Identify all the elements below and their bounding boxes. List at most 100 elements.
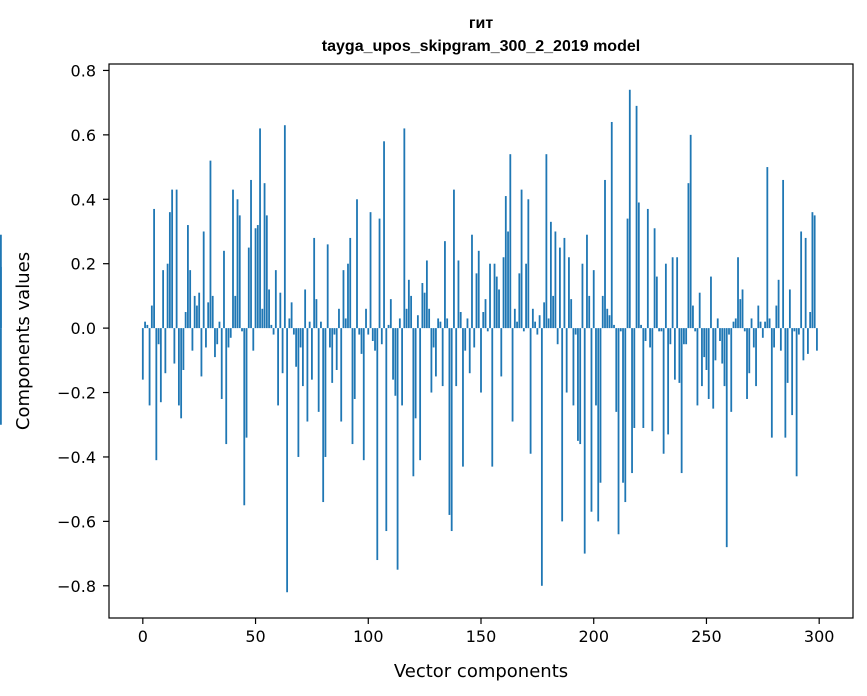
- bar: [295, 328, 298, 367]
- bar: [252, 328, 255, 351]
- bar: [191, 328, 194, 351]
- bar: [671, 257, 674, 329]
- bar: [755, 328, 757, 387]
- bar: [220, 328, 223, 399]
- bar: [351, 328, 354, 445]
- bar: [613, 324, 615, 329]
- bar: [238, 215, 241, 329]
- bar: [232, 189, 234, 329]
- bar: [432, 328, 435, 348]
- bar: [367, 328, 370, 335]
- bar: [180, 328, 183, 419]
- bar: [159, 328, 162, 403]
- bar: [236, 199, 239, 329]
- bar: [737, 257, 739, 329]
- bar: [471, 234, 473, 329]
- bar: [164, 328, 167, 374]
- bar: [146, 324, 149, 329]
- bar: [716, 318, 719, 329]
- bar: [694, 328, 697, 332]
- y-tick-label: −0.6: [57, 512, 96, 531]
- bar: [782, 179, 785, 329]
- bar: [430, 328, 433, 393]
- bar: [752, 328, 755, 348]
- x-tick-label: 150: [466, 627, 497, 646]
- x-tick-label: 50: [245, 627, 265, 646]
- bar: [428, 308, 431, 329]
- bar: [374, 328, 376, 351]
- bar: [166, 263, 169, 329]
- bar: [376, 328, 379, 561]
- bar: [703, 328, 706, 358]
- bar: [358, 328, 361, 335]
- bar: [531, 308, 534, 329]
- bar: [572, 328, 575, 406]
- bar: [701, 328, 703, 387]
- bar: [631, 328, 633, 474]
- bar: [644, 328, 647, 341]
- bar: [482, 312, 485, 329]
- bar: [680, 328, 683, 474]
- bar: [486, 328, 489, 332]
- bar: [793, 328, 796, 332]
- bar: [286, 328, 289, 593]
- x-axis-ticks: 0 50 100 150 200 250 300: [138, 618, 834, 646]
- bar: [705, 328, 708, 370]
- bar: [527, 199, 530, 329]
- bar: [281, 328, 284, 374]
- y-tick-label: −0.4: [57, 448, 96, 467]
- bar: [579, 328, 582, 445]
- bar: [335, 328, 338, 370]
- bar: [184, 312, 187, 329]
- bar: [414, 328, 417, 419]
- bar: [624, 328, 627, 503]
- bar: [407, 279, 410, 329]
- bar: [144, 321, 146, 329]
- bar: [356, 199, 358, 329]
- bars-group: [0, 89, 818, 593]
- bar: [365, 308, 367, 329]
- bar: [326, 244, 329, 329]
- bar: [525, 263, 527, 329]
- bar: [640, 324, 642, 329]
- bar: [802, 328, 805, 361]
- bar: [398, 318, 401, 329]
- bar: [288, 318, 291, 329]
- bar: [646, 208, 649, 329]
- bar: [768, 318, 771, 329]
- bar: [687, 183, 690, 329]
- bar: [667, 328, 670, 435]
- bar: [182, 328, 185, 370]
- bar: [617, 328, 620, 535]
- bar: [807, 328, 809, 354]
- bar: [272, 328, 275, 335]
- bar: [536, 328, 539, 335]
- bar: [175, 189, 178, 329]
- bar: [775, 305, 778, 329]
- bar: [540, 328, 543, 586]
- bar: [331, 328, 334, 383]
- bar: [660, 328, 663, 332]
- bar: [290, 302, 293, 329]
- bar: [223, 250, 225, 329]
- bar: [268, 289, 270, 329]
- bar: [489, 263, 491, 329]
- bar: [538, 315, 541, 329]
- bar: [187, 225, 189, 329]
- bar: [265, 215, 268, 329]
- bar: [234, 295, 237, 329]
- bar: [198, 292, 201, 329]
- bar: [626, 218, 629, 329]
- bar: [168, 212, 171, 329]
- bar: [171, 189, 174, 329]
- bar: [511, 328, 514, 422]
- bar: [340, 328, 343, 422]
- bar: [622, 328, 624, 483]
- bar: [678, 328, 681, 383]
- bar: [520, 189, 523, 329]
- bar: [502, 257, 505, 329]
- bar: [633, 328, 636, 428]
- bar: [651, 328, 654, 432]
- bar: [148, 328, 151, 406]
- bar: [552, 295, 555, 329]
